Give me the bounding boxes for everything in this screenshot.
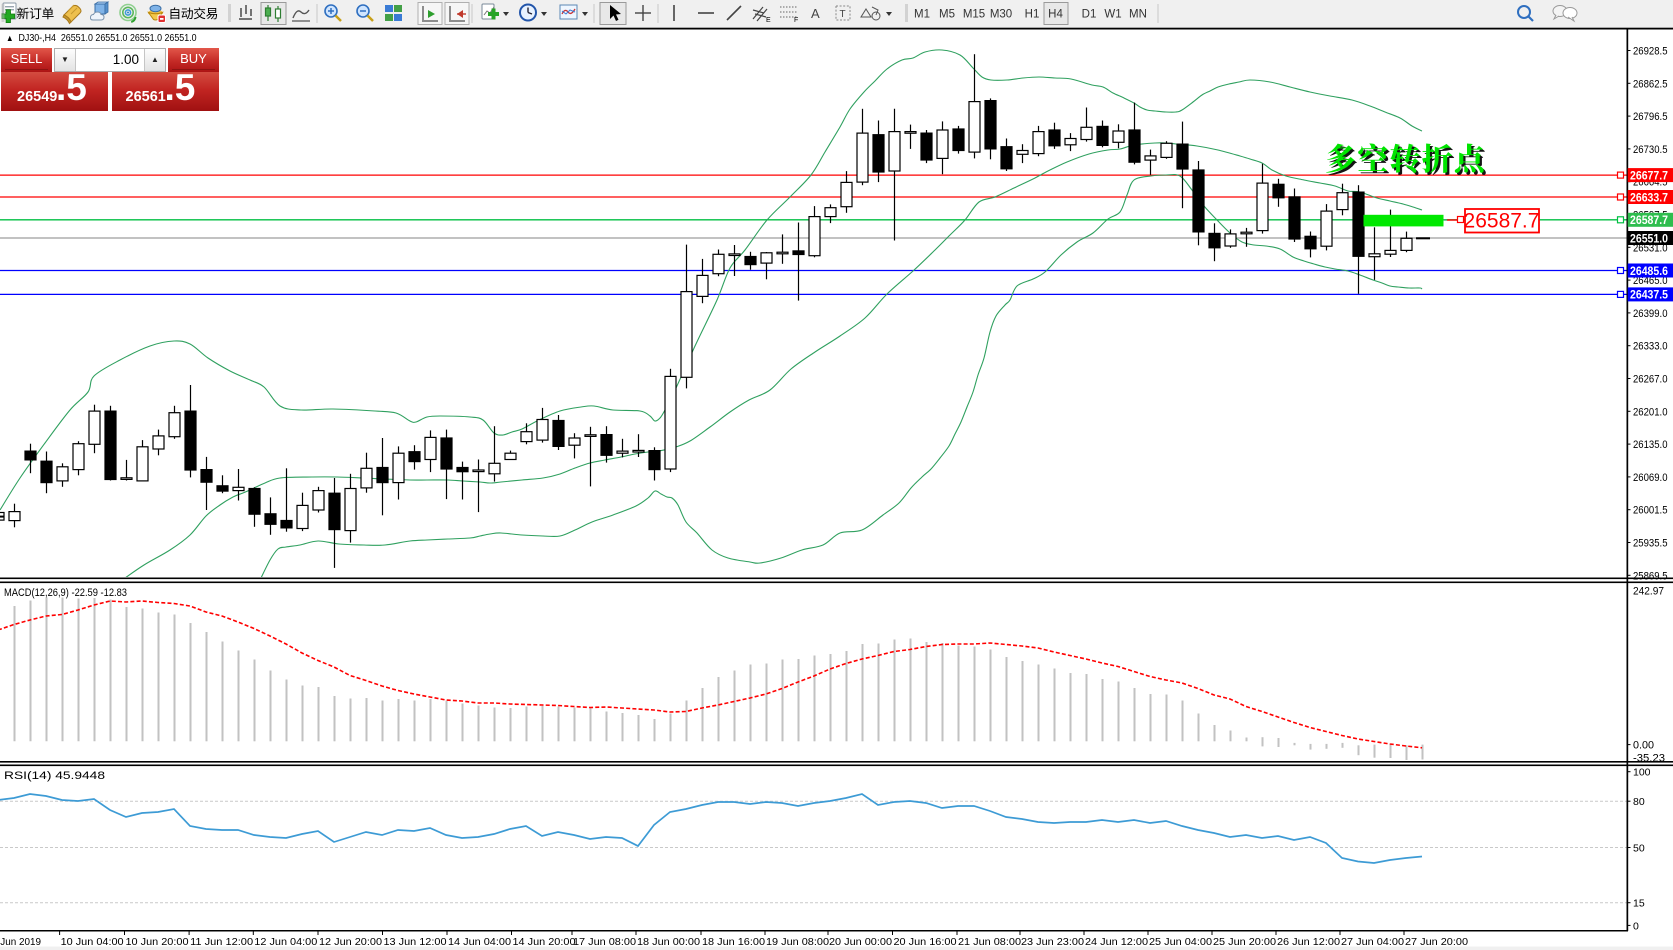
- svg-text:26730.5: 26730.5: [1633, 144, 1668, 156]
- svg-text:23 Jun 23:00: 23 Jun 23:00: [1021, 936, 1084, 948]
- svg-text:26551.0: 26551.0: [1630, 233, 1668, 245]
- svg-text:25 Jun 20:00: 25 Jun 20:00: [1213, 936, 1276, 948]
- svg-text:17 Jun 08:00: 17 Jun 08:00: [573, 936, 636, 948]
- svg-text:26333.0: 26333.0: [1633, 341, 1668, 353]
- svg-text:100: 100: [1633, 767, 1651, 779]
- svg-text:M30: M30: [990, 9, 1012, 21]
- svg-text:242.97: 242.97: [1633, 586, 1664, 598]
- svg-text:F: F: [794, 17, 798, 24]
- svg-text:10 Jun 20:00: 10 Jun 20:00: [126, 936, 189, 948]
- svg-text:26928.5: 26928.5: [1633, 46, 1668, 58]
- svg-text:12 Jun 20:00: 12 Jun 20:00: [319, 936, 382, 948]
- svg-text:26633.7: 26633.7: [1630, 192, 1668, 204]
- svg-text:H4: H4: [1048, 9, 1063, 21]
- svg-text:M15: M15: [963, 9, 985, 21]
- svg-text:D1: D1: [1082, 9, 1097, 21]
- svg-text:26465.0: 26465.0: [1633, 275, 1668, 287]
- svg-text:-35.23: -35.23: [1633, 753, 1665, 765]
- svg-text:26201.0: 26201.0: [1633, 406, 1668, 418]
- svg-text:26677.7: 26677.7: [1630, 170, 1668, 182]
- svg-text:M1: M1: [914, 9, 930, 21]
- svg-text:20 Jun 00:00: 20 Jun 00:00: [829, 936, 892, 948]
- svg-text:W1: W1: [1104, 9, 1121, 21]
- svg-text:A: A: [811, 6, 820, 21]
- svg-text:14 Jun 04:00: 14 Jun 04:00: [448, 936, 511, 948]
- svg-text:11 Jun 12:00: 11 Jun 12:00: [190, 936, 253, 948]
- svg-text:26001.5: 26001.5: [1633, 505, 1668, 517]
- svg-text:27 Jun 20:00: 27 Jun 20:00: [1405, 936, 1468, 948]
- svg-text:H1: H1: [1025, 9, 1040, 21]
- svg-text:E: E: [766, 17, 771, 24]
- svg-text:25935.5: 25935.5: [1633, 538, 1668, 550]
- svg-text:26862.5: 26862.5: [1633, 78, 1668, 90]
- svg-text:18 Jun 16:00: 18 Jun 16:00: [702, 936, 765, 948]
- svg-text:14 Jun 20:00: 14 Jun 20:00: [513, 936, 576, 948]
- svg-text:24 Jun 12:00: 24 Jun 12:00: [1085, 936, 1148, 948]
- svg-text:13 Jun 12:00: 13 Jun 12:00: [384, 936, 447, 948]
- svg-text:RSI(14) 45.9448: RSI(14) 45.9448: [4, 770, 105, 782]
- svg-text:26587.7: 26587.7: [1630, 215, 1668, 227]
- svg-text:15: 15: [1633, 898, 1645, 910]
- svg-text:26437.5: 26437.5: [1630, 290, 1669, 302]
- svg-text:26531.0: 26531.0: [1633, 242, 1668, 254]
- svg-text:0: 0: [1633, 920, 1639, 932]
- svg-text:26069.0: 26069.0: [1633, 472, 1668, 484]
- svg-text:0.00: 0.00: [1633, 740, 1654, 752]
- svg-text:26485.6: 26485.6: [1630, 266, 1668, 278]
- svg-text:80: 80: [1633, 796, 1645, 808]
- svg-text:M5: M5: [939, 9, 955, 21]
- svg-text:19 Jun 08:00: 19 Jun 08:00: [766, 936, 829, 948]
- svg-text:MN: MN: [1129, 9, 1147, 21]
- svg-text:25869.5: 25869.5: [1633, 570, 1668, 582]
- svg-text:27 Jun 04:00: 27 Jun 04:00: [1341, 936, 1404, 948]
- svg-text:21 Jun 08:00: 21 Jun 08:00: [958, 936, 1021, 948]
- svg-text:12 Jun 04:00: 12 Jun 04:00: [254, 936, 317, 948]
- svg-text:26 Jun 12:00: 26 Jun 12:00: [1277, 936, 1340, 948]
- svg-text:MACD(12,26,9) -22.59 -12.83: MACD(12,26,9) -22.59 -12.83: [4, 587, 127, 599]
- svg-text:18 Jun 00:00: 18 Jun 00:00: [637, 936, 700, 948]
- svg-text:10 Jun 04:00: 10 Jun 04:00: [61, 936, 124, 948]
- svg-text:7 Jun 2019: 7 Jun 2019: [0, 936, 41, 948]
- svg-text:26587.7: 26587.7: [1464, 210, 1540, 233]
- svg-text:25 Jun 04:00: 25 Jun 04:00: [1149, 936, 1212, 948]
- svg-text:26135.0: 26135.0: [1633, 439, 1668, 451]
- svg-text:20 Jun 16:00: 20 Jun 16:00: [894, 936, 957, 948]
- svg-text:50: 50: [1633, 843, 1645, 855]
- svg-text:26796.5: 26796.5: [1633, 111, 1668, 123]
- svg-text:26267.0: 26267.0: [1633, 374, 1668, 386]
- svg-text:26399.0: 26399.0: [1633, 308, 1668, 320]
- svg-text:T: T: [840, 9, 846, 20]
